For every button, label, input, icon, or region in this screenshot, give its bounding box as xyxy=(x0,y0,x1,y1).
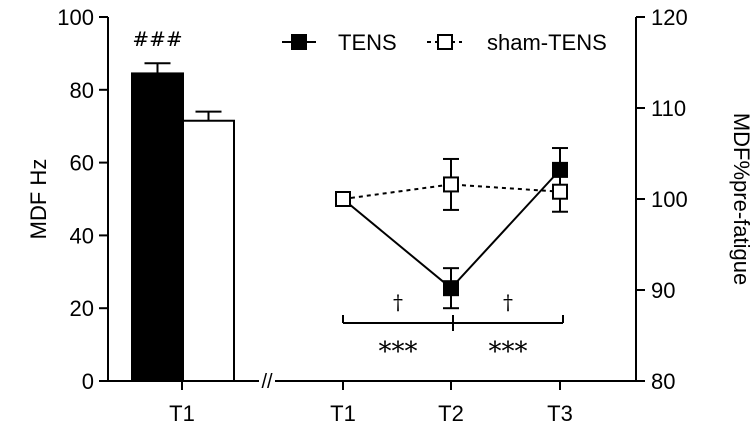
left-y-tick-label: 80 xyxy=(70,78,94,103)
legend-marker-tens xyxy=(291,34,307,50)
line-x-tick-label: T1 xyxy=(330,401,356,426)
left-y-tick-label: 20 xyxy=(70,296,94,321)
point-sham-tens xyxy=(443,176,459,193)
legend-marker-sham-tens xyxy=(437,34,453,50)
left-y-tick-label: 60 xyxy=(70,151,94,176)
right-y-tick-label: 80 xyxy=(651,369,675,394)
right-y-tick-label: 90 xyxy=(651,278,675,303)
bar-x-tick-label: T1 xyxy=(169,401,195,426)
stars-label-t1-t2: *** xyxy=(379,337,418,367)
bar-tens xyxy=(131,72,184,382)
bar-significance-label: ### xyxy=(132,27,182,51)
right-y-axis-title: MDF%pre-fatigue xyxy=(729,113,754,285)
right-y-tick-label: 110 xyxy=(651,96,686,121)
left-y-tick-label: 100 xyxy=(57,5,94,30)
point-sham-tens xyxy=(552,183,568,200)
left-y-axis-title: MDF Hz xyxy=(26,159,51,240)
point-tens xyxy=(443,280,459,297)
legend-label-tens: TENS xyxy=(338,30,397,55)
axis-break-mark: // xyxy=(261,371,273,393)
dagger-label-t1-t2: † xyxy=(393,290,403,314)
left-y-tick-label: 40 xyxy=(70,223,94,248)
right-y-tick-label: 120 xyxy=(651,5,688,30)
labels-layer: 0 20 40 60 80 100 MDF Hz 80 90 100 110 120 MDF%pre-f… xyxy=(26,5,754,426)
marks-layer xyxy=(131,34,568,383)
line-x-tick-label: T3 xyxy=(547,401,573,426)
stars-label-t2-t3: *** xyxy=(489,337,528,367)
line-x-tick-label: T2 xyxy=(438,401,464,426)
right-y-tick-label: 100 xyxy=(651,187,688,212)
left-y-tick-label: 0 xyxy=(82,369,94,394)
dagger-label-t2-t3: † xyxy=(503,290,513,314)
bar-sham-tens xyxy=(182,119,235,383)
legend-label-sham-tens: sham-TENS xyxy=(487,30,607,55)
point-sham-tens xyxy=(335,191,351,207)
